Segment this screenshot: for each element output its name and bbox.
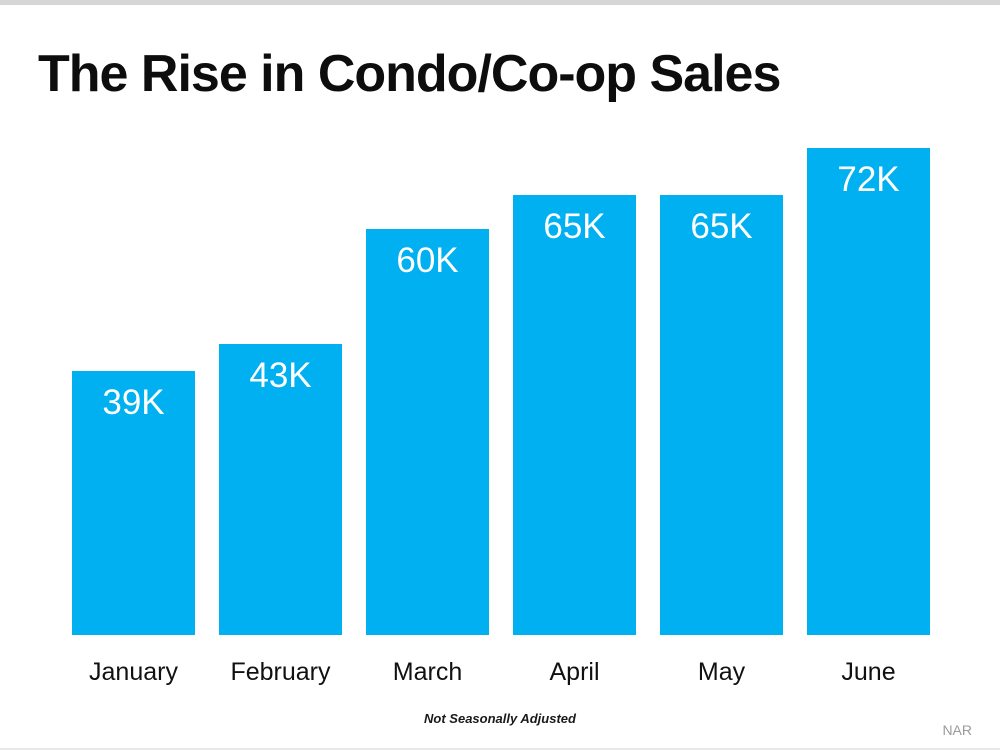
bar-january: 39K [72, 371, 195, 635]
bar-chart-plot-area: 39K 43K 60K 65K 65K 72K [72, 148, 930, 635]
x-axis-label-february: February [230, 658, 331, 686]
bar-june: 72K [807, 148, 930, 635]
x-axis-label-march: March [392, 658, 463, 686]
bar-may: 65K [660, 195, 783, 635]
top-border [0, 0, 1000, 5]
bar-value-label-february: 43K [249, 356, 312, 395]
bar-value-label-january: 39K [102, 383, 165, 422]
x-axis-label-january: January [89, 658, 178, 686]
bar-value-label-may: 65K [690, 207, 753, 246]
bar-value-label-april: 65K [543, 207, 606, 246]
source-label: NAR [942, 722, 972, 738]
chart-title: The Rise in Condo/Co-op Sales [38, 45, 781, 103]
x-axis-labels: January February March April May June [72, 658, 930, 687]
bar-april: 65K [513, 195, 636, 635]
x-axis-label-april: April [549, 658, 600, 686]
bottom-border [0, 748, 1000, 750]
bar-february: 43K [219, 344, 342, 635]
bar-value-label-june: 72K [837, 160, 900, 199]
x-axis-label-may: May [697, 658, 746, 686]
bar-value-label-march: 60K [396, 241, 459, 280]
bar-march: 60K [366, 229, 489, 635]
x-axis-label-june: June [841, 658, 896, 686]
footnote: Not Seasonally Adjusted [424, 711, 576, 726]
